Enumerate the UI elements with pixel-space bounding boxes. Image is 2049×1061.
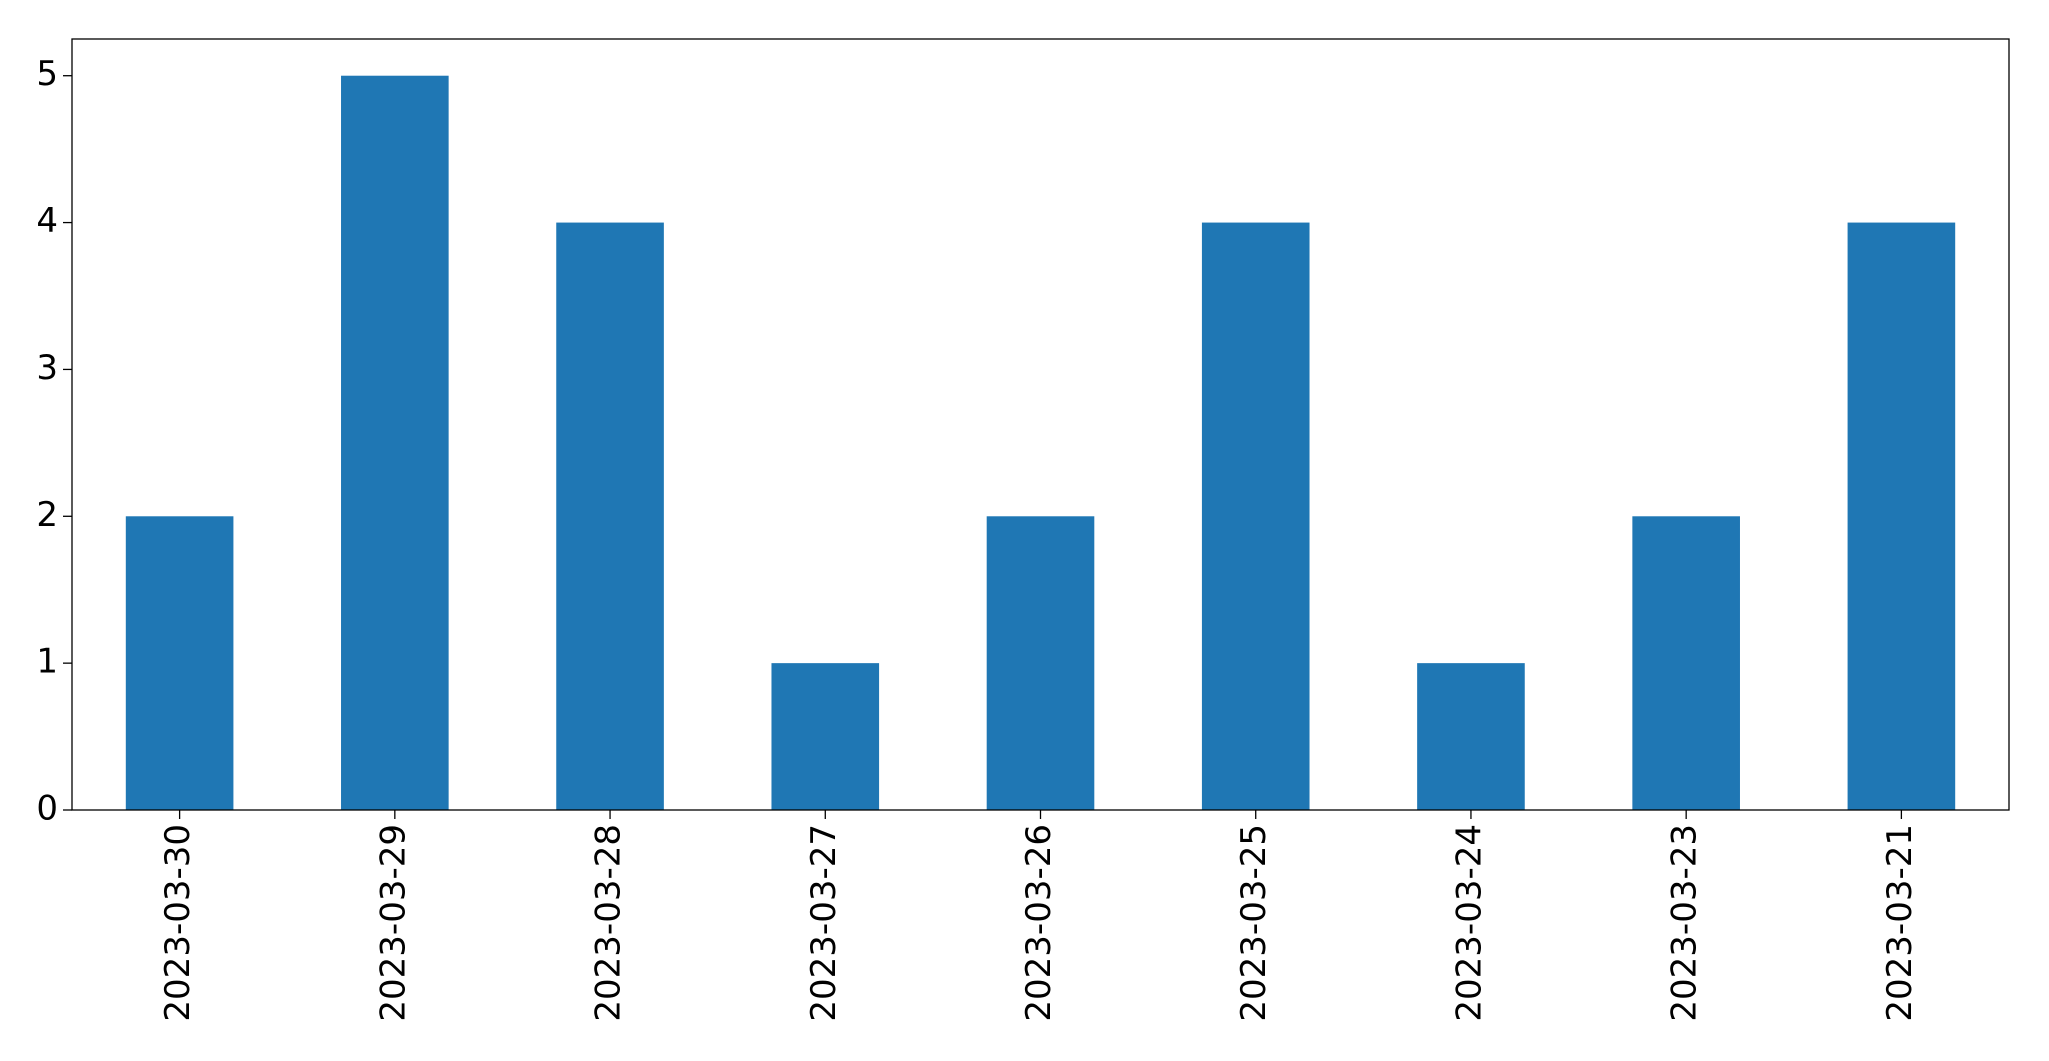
x-tick-label: 2023-03-27: [804, 824, 844, 1022]
x-tick-label: 2023-03-25: [1234, 824, 1274, 1022]
y-tick-label: 4: [36, 201, 58, 241]
bar: [771, 663, 880, 810]
plot-frame: [71, 38, 2010, 811]
y-tick-label: 3: [36, 348, 58, 388]
x-tick-label: 2023-03-21: [1880, 824, 1920, 1022]
x-tick-label: 2023-03-24: [1449, 824, 1489, 1022]
x-tick-label: 2023-03-29: [373, 824, 413, 1022]
bar: [1417, 663, 1525, 810]
y-tick-label: 5: [36, 54, 58, 94]
bar: [1201, 222, 1310, 811]
bar: [1632, 516, 1740, 810]
x-tick-label: 2023-03-23: [1665, 824, 1705, 1022]
bar: [125, 516, 234, 810]
y-tick-label: 1: [36, 642, 58, 682]
x-tick-label: 2023-03-26: [1019, 824, 1059, 1022]
x-tick-label: 2023-03-30: [158, 824, 198, 1022]
x-tick-label: 2023-03-28: [589, 824, 629, 1022]
bar: [986, 516, 1095, 810]
bar: [1847, 222, 1956, 811]
y-tick-label: 2: [36, 495, 58, 535]
bar: [556, 222, 664, 811]
bar: [341, 75, 449, 810]
y-tick-label: 0: [36, 789, 58, 829]
